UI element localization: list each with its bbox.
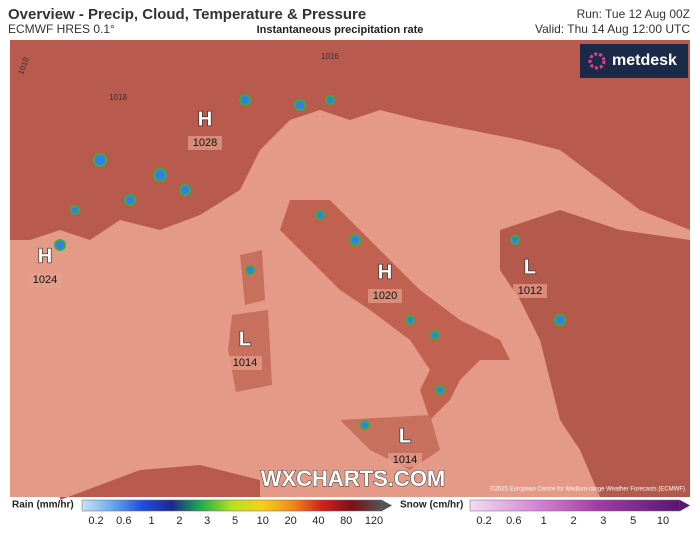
corsica xyxy=(240,250,265,305)
sardinia xyxy=(228,310,272,392)
pressure-center-letter: L xyxy=(399,425,411,447)
subtitle: Instantaneous precipitation rate xyxy=(257,24,424,36)
pressure-value-bg xyxy=(388,453,422,467)
snow-tick-label: 10 xyxy=(657,515,669,527)
copyright: ©2025 European Centre for Medium-range W… xyxy=(490,486,685,493)
valid-time: Valid: Thu 14 Aug 12:00 UTC xyxy=(535,22,690,36)
snow-tick-label: 3 xyxy=(600,515,606,527)
pressure-value-bg xyxy=(188,136,222,150)
snow-color-bar xyxy=(469,499,681,512)
rain-bar-arrow xyxy=(382,500,392,511)
pressure-center-value: 1024 xyxy=(33,274,57,286)
snow-tick-label: 5 xyxy=(630,515,636,527)
rain-tick-label: 10 xyxy=(257,515,269,527)
rain-tick-label: 40 xyxy=(312,515,324,527)
pressure-value-bg xyxy=(368,289,402,303)
rain-color-bar xyxy=(81,499,383,512)
isobar-label: 1018 xyxy=(109,93,127,102)
isobar-label: 1016 xyxy=(321,52,339,61)
pressure-center-value: 1014 xyxy=(393,454,417,466)
model: ECMWF HRES 0.1° xyxy=(8,22,115,36)
italy-peninsula xyxy=(280,200,510,420)
precipitation-cells xyxy=(54,94,566,430)
rain-tick-label: 1 xyxy=(149,515,155,527)
legend-ticks: 0.2 0.6 1 2 3 5 10 20 40 80 120 0.2 0.6 1 2 3 5 10 xyxy=(88,515,669,527)
pressure-value-bg xyxy=(28,273,62,287)
logo-box xyxy=(580,44,688,78)
snow-tick-label: 0.6 xyxy=(506,515,521,527)
pressure-center-value: 1014 xyxy=(233,357,257,369)
rain-legend-title: Rain (mm/hr) xyxy=(12,500,74,511)
logo-text: metdesk xyxy=(612,52,677,69)
pressure-center-letter: H xyxy=(38,245,52,267)
rain-tick-label: 120 xyxy=(365,515,383,527)
snow-tick-label: 0.2 xyxy=(476,515,491,527)
pressure-value-bg xyxy=(228,356,262,370)
snow-legend-title: Snow (cm/hr) xyxy=(400,500,463,511)
rain-tick-label: 80 xyxy=(340,515,352,527)
pressure-center-letter: L xyxy=(524,256,536,278)
logo: metdesk xyxy=(580,44,688,78)
rain-tick-label: 20 xyxy=(284,515,296,527)
pressure-center-value: 1020 xyxy=(373,290,397,302)
rain-tick-label: 2 xyxy=(176,515,182,527)
rain-tick-label: 5 xyxy=(232,515,238,527)
north-africa xyxy=(60,465,260,500)
rain-tick-label: 3 xyxy=(204,515,210,527)
rain-tick-label: 0.2 xyxy=(88,515,103,527)
pressure-center-letter: L xyxy=(239,328,251,350)
snow-tick-label: 2 xyxy=(570,515,576,527)
watermark: WXCHARTS.COM xyxy=(261,466,446,491)
pressure-center-value: 1028 xyxy=(193,137,217,149)
title: Overview - Precip, Cloud, Temperature & … xyxy=(8,6,366,23)
snow-bar-arrow xyxy=(680,500,690,511)
balkans-greece xyxy=(500,210,690,497)
snow-tick-label: 1 xyxy=(541,515,547,527)
header: Overview - Precip, Cloud, Temperature & … xyxy=(8,6,690,36)
pressure-value-bg xyxy=(513,284,547,298)
pressure-center-value: 1012 xyxy=(518,285,542,297)
logo-icon xyxy=(588,52,606,70)
run-time: Run: Tue 12 Aug 00Z xyxy=(577,7,690,21)
legend: Rain (mm/hr) Snow (cm/hr) 0.2 0.6 1 2 3 5 10 20… xyxy=(12,500,690,527)
pressure-center-letter: H xyxy=(198,108,212,130)
pressure-centers: H 1028 H 1024 H 1020 L 1014 L 1012 L 1014 xyxy=(28,108,547,467)
pressure-center-letter: H xyxy=(378,261,392,283)
rain-tick-label: 0.6 xyxy=(116,515,131,527)
